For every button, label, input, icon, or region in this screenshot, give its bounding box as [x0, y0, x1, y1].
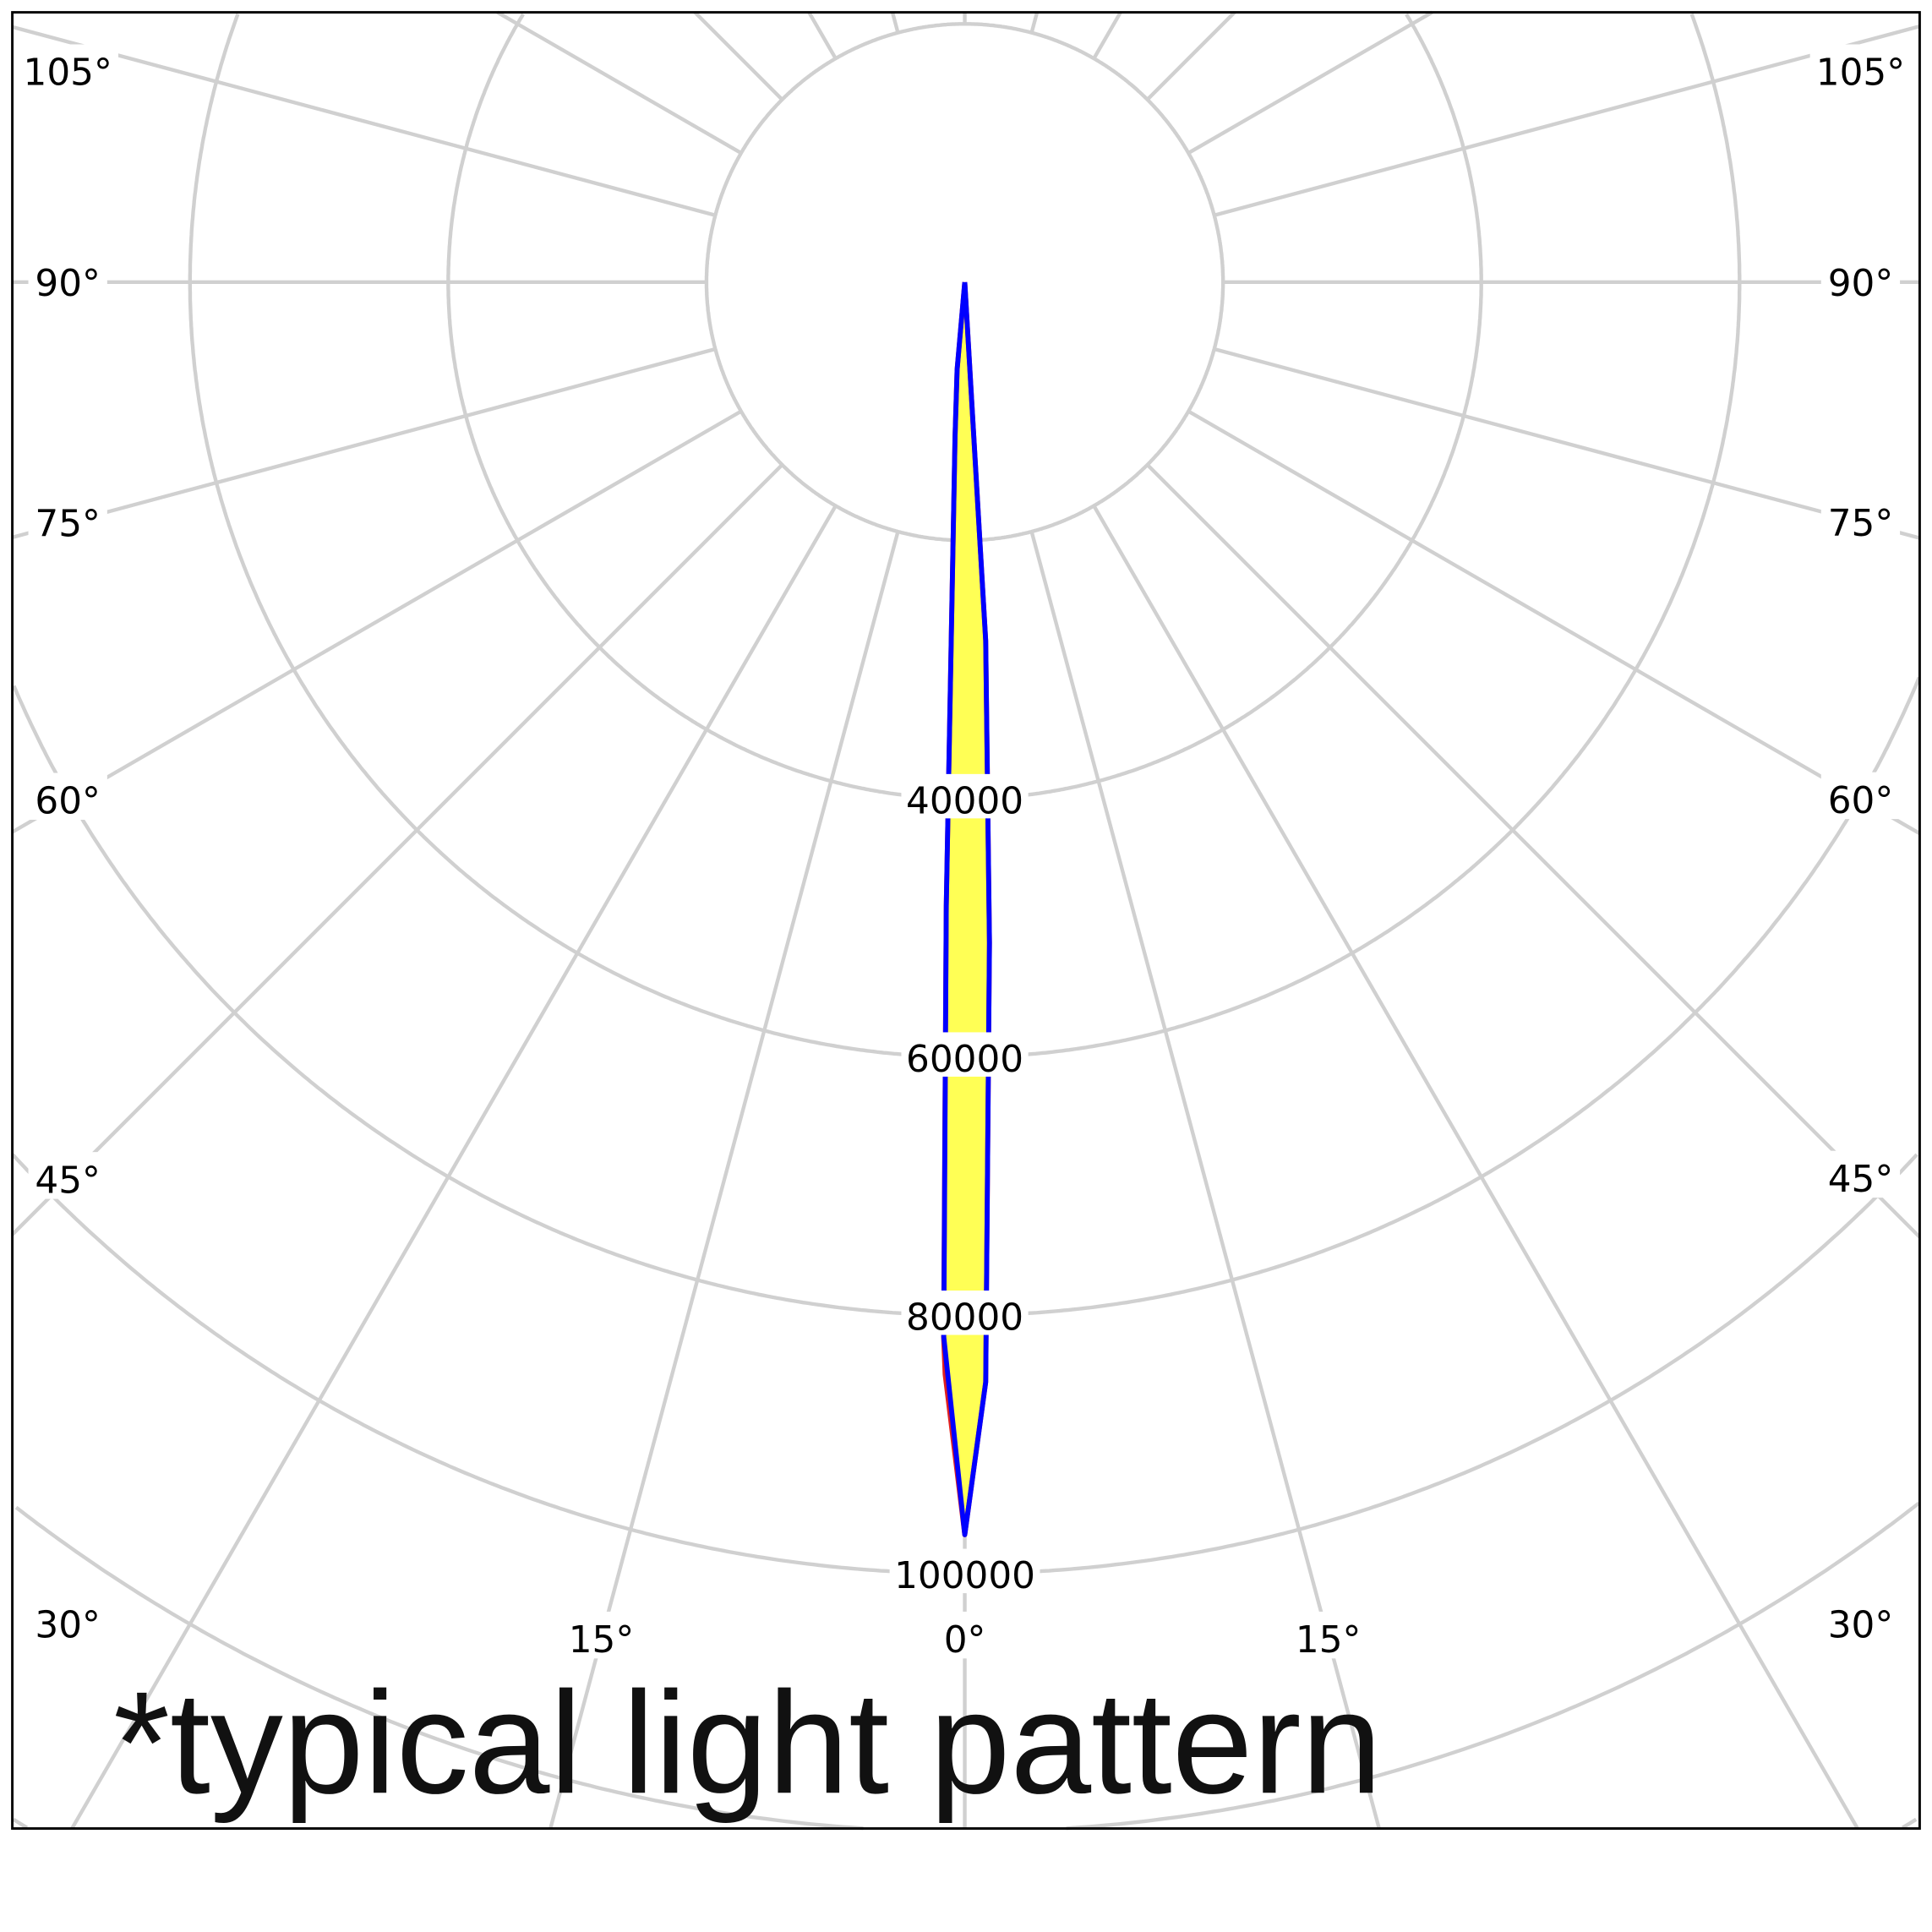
angle-label-bg: [28, 495, 107, 543]
angle-label-bg: [1820, 772, 1901, 820]
grid-circle: [11, 1153, 1918, 1575]
angle-label-bg: [28, 772, 107, 820]
angle-label-bg: [1288, 1611, 1368, 1659]
angle-label-bg: [1820, 494, 1901, 543]
angle-label: 60°: [1828, 779, 1894, 822]
angle-label: 105°: [1816, 52, 1905, 95]
grid-circle: [12, 1817, 1918, 1830]
grid-spoke: [807, 11, 838, 60]
grid-spoke: [890, 12, 900, 34]
grid-circle: [12, 676, 1921, 1318]
grid-circle: [446, 13, 1483, 801]
angle-label-bg: [1809, 44, 1912, 91]
grid-spoke: [1146, 11, 1236, 101]
angle-label-bg: [1820, 1596, 1901, 1644]
tick-label-bg: [889, 1548, 1040, 1594]
angle-label: 105°: [24, 52, 112, 95]
angle-label: 60°: [35, 780, 101, 823]
angle-label: 30°: [35, 1604, 101, 1647]
radial-tick-label: 80000: [906, 1296, 1023, 1340]
grid-spoke: [1146, 463, 1921, 1239]
grid-spoke: [1214, 24, 1920, 217]
grid-spoke: [1029, 12, 1040, 34]
grid-spoke: [1092, 505, 1859, 1830]
angle-label: 45°: [35, 1159, 101, 1202]
grid-spoke: [11, 463, 784, 1236]
annotation-text: *typical light pattern: [113, 1662, 1382, 1824]
angle-label-bg: [936, 1611, 994, 1659]
tick-labels: 40000 60000 80000 100000 105° 90° 75° 60° 45° 30°…: [17, 44, 1912, 1662]
grid-spoke: [496, 10, 742, 155]
angle-label-bg: [561, 1611, 641, 1659]
angle-label: 90°: [1828, 262, 1894, 305]
series-layer: [941, 281, 992, 1537]
grid-spoke: [70, 505, 838, 1830]
angle-label: 15°: [569, 1618, 635, 1662]
tick-label-bg: [901, 773, 1029, 819]
grid-spoke: [11, 409, 742, 834]
tick-label-bg: [901, 1032, 1029, 1077]
beam-fill: [943, 281, 990, 1535]
angle-label: 45°: [1828, 1158, 1894, 1201]
grid-spoke: [12, 25, 716, 217]
angle-label: 75°: [1828, 502, 1894, 545]
grid-spoke: [1214, 347, 1920, 540]
angle-label: 30°: [1828, 1604, 1894, 1647]
grid-spoke: [1092, 11, 1122, 60]
grid-circle: [14, 1501, 1920, 1831]
tick-label-bg: [901, 1291, 1029, 1335]
radial-tick-label: 100000: [894, 1554, 1035, 1597]
radial-tick-label: 40000: [906, 780, 1023, 823]
grid-spoke: [1187, 409, 1921, 836]
radial-tick-label: 60000: [906, 1038, 1023, 1081]
grid-circle: [188, 13, 1742, 1059]
angle-label: 15°: [1296, 1618, 1361, 1662]
angle-label-bg: [28, 1152, 107, 1199]
grid-spoke: [1187, 10, 1433, 155]
angle-label: 0°: [944, 1618, 986, 1662]
angle-label: 90°: [35, 262, 101, 305]
grid-spoke: [693, 11, 784, 101]
angle-label: 75°: [35, 502, 101, 545]
angle-label-bg: [28, 1596, 107, 1644]
angle-label-bg: [1820, 1150, 1901, 1198]
angle-label-bg: [28, 254, 107, 303]
angle-label-bg: [1820, 254, 1901, 303]
angle-label-bg: [17, 44, 118, 91]
grid-spoke: [12, 347, 716, 539]
plot-frame: [11, 11, 1921, 1830]
